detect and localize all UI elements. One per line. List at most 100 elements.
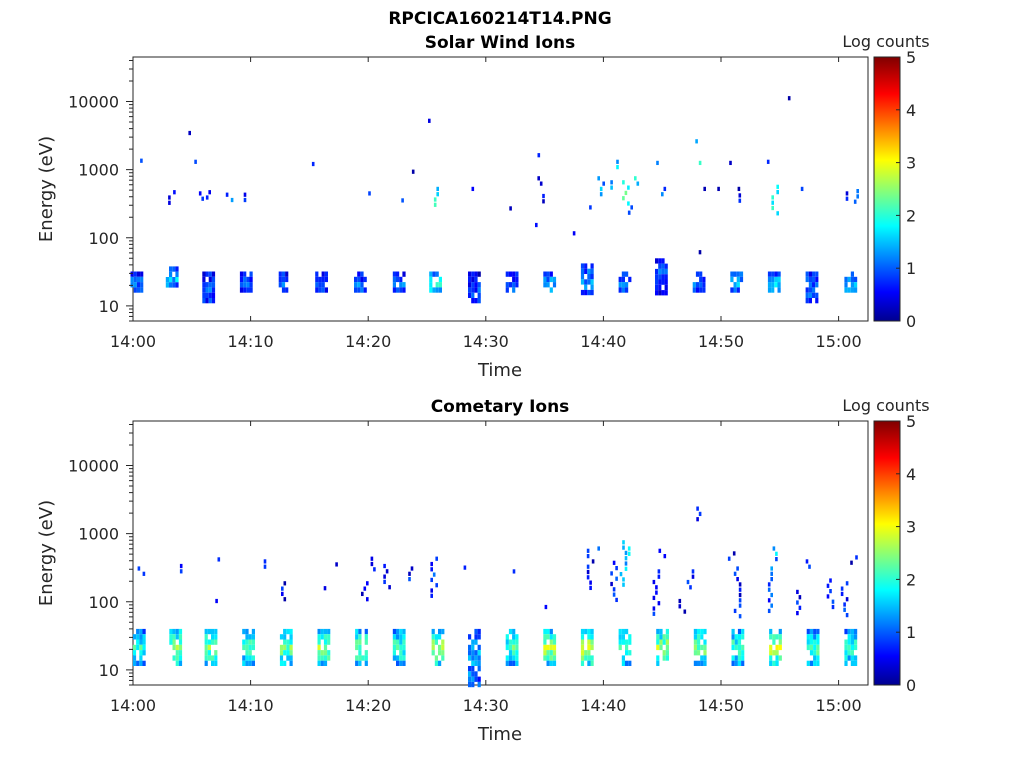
burst-cell [618, 634, 622, 640]
spot-cell [622, 545, 625, 550]
burst-cell [202, 276, 206, 283]
burst-cell [474, 634, 478, 640]
burst-cell [621, 639, 625, 645]
burst [202, 271, 216, 304]
burst-cell [205, 292, 209, 298]
burst-cell [175, 660, 179, 666]
burst-cell [731, 660, 735, 666]
spot [622, 180, 630, 206]
spot-cell [845, 613, 849, 618]
burst-cell [357, 282, 361, 288]
burst-cell [771, 287, 775, 293]
burst-cell [175, 277, 179, 283]
burst-cell [587, 289, 591, 296]
burst-cell [625, 650, 629, 656]
burst-cell [172, 266, 176, 272]
burst-cell [693, 634, 697, 640]
burst-cell [508, 650, 513, 656]
spot-cell [775, 557, 778, 562]
burst-cell [317, 644, 321, 651]
spot [401, 198, 404, 203]
burst-cell [364, 639, 368, 645]
spot [627, 546, 631, 556]
burst-cell [249, 287, 253, 293]
burst-cell [285, 271, 289, 277]
spot-cell [657, 574, 661, 579]
spot-cell [800, 186, 804, 192]
spot-cell [796, 611, 799, 616]
burst-cell [248, 655, 252, 661]
spot-cell [142, 571, 146, 576]
spot-cell [738, 614, 742, 619]
spot-cell [411, 169, 415, 174]
spot [463, 565, 467, 570]
spot-cell [179, 569, 183, 574]
burst-cell [202, 271, 206, 277]
burst-cell [850, 271, 854, 277]
burst-cell [211, 271, 216, 277]
burst-cell [399, 650, 403, 656]
burst-cell [321, 276, 325, 283]
burst-cell [248, 650, 252, 656]
spot-cell [622, 196, 625, 201]
burst-cell [508, 639, 513, 645]
burst-cell [665, 650, 669, 656]
burst-cell [854, 628, 858, 635]
spot [733, 566, 742, 619]
burst-cell [242, 655, 246, 661]
burst-cell [741, 644, 745, 651]
burst-cell [656, 660, 660, 666]
spot-cell [471, 186, 475, 192]
spot-cell [772, 546, 776, 551]
spot-cell [208, 190, 211, 195]
burst [769, 628, 782, 666]
spot-cell [430, 588, 433, 593]
spot-cell [627, 210, 631, 215]
burst-cell [658, 263, 662, 269]
burst-cell [772, 639, 776, 645]
burst [844, 271, 858, 293]
burst-cell [697, 639, 701, 645]
burst-cell [512, 282, 516, 288]
burst-cell [392, 276, 396, 283]
x-tick-label: 14:20 [345, 332, 391, 351]
burst-cell [474, 276, 478, 283]
burst-cell [774, 271, 778, 277]
burst-cell [769, 650, 773, 656]
spot [215, 598, 218, 604]
spot-cell [624, 550, 628, 556]
spot-cell [798, 595, 802, 600]
burst-cell [813, 650, 817, 656]
burst-cell [477, 644, 481, 651]
spot-cell [586, 564, 590, 569]
x-tick-label: 14:40 [580, 696, 626, 715]
spot-cell [787, 96, 791, 101]
spot-cell [856, 194, 859, 199]
burst-cell [737, 660, 742, 666]
burst [317, 628, 331, 666]
burst-cell [245, 655, 249, 661]
burst-cell [474, 282, 478, 288]
burst-cell [730, 276, 734, 283]
burst-cell [320, 634, 324, 640]
burst-cell [355, 644, 359, 651]
burst-cell [202, 298, 206, 304]
burst-cell [778, 644, 782, 651]
solar-wind-x-axis: 14:00 14:10 14:20 14:30 14:40 14:50 15:00 [110, 57, 862, 351]
burst-cell [441, 628, 445, 635]
burst-cell [854, 655, 858, 661]
burst-cell [429, 276, 433, 283]
burst-cell [396, 634, 400, 640]
burst-cell [769, 634, 773, 640]
burst-cell [441, 655, 445, 661]
burst-cell [169, 282, 173, 288]
burst-cell [178, 644, 183, 651]
burst-cell [580, 634, 585, 640]
spot-cell [855, 555, 858, 560]
spot-cell [691, 574, 695, 579]
spot-cell [624, 561, 628, 566]
burst-cell [546, 655, 550, 661]
burst-cell [664, 290, 668, 296]
spot-cell [689, 585, 692, 590]
burst-cell [142, 639, 146, 645]
